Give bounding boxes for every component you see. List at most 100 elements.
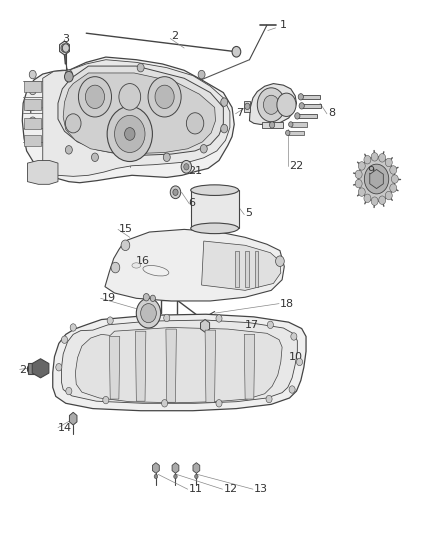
Circle shape [297,358,303,366]
Circle shape [198,70,205,79]
Circle shape [298,94,304,100]
Circle shape [355,170,362,179]
Circle shape [173,189,178,196]
Polygon shape [75,327,282,403]
Text: 8: 8 [328,108,335,118]
Text: 12: 12 [223,484,237,494]
Ellipse shape [191,223,239,233]
Circle shape [371,197,378,205]
Text: 17: 17 [245,320,259,330]
Circle shape [379,154,386,162]
Circle shape [266,395,272,403]
Text: 18: 18 [280,298,294,309]
Circle shape [107,107,152,161]
Polygon shape [297,114,317,118]
Circle shape [136,298,161,328]
Circle shape [269,122,275,128]
Polygon shape [261,122,283,127]
Polygon shape [58,66,223,155]
Circle shape [62,44,69,52]
Ellipse shape [143,265,169,276]
Text: 14: 14 [58,423,72,433]
Polygon shape [370,169,383,189]
Circle shape [111,262,120,273]
Circle shape [355,180,362,188]
Circle shape [364,156,371,164]
Circle shape [364,194,371,203]
Text: 16: 16 [136,256,150,266]
Polygon shape [244,334,254,399]
Polygon shape [28,363,41,374]
Circle shape [54,108,60,114]
Text: 4: 4 [25,105,32,115]
Circle shape [137,63,144,72]
Circle shape [358,161,365,170]
Circle shape [391,175,398,183]
Circle shape [200,144,207,153]
Polygon shape [250,84,297,124]
Text: 10: 10 [289,352,303,361]
Circle shape [29,70,36,79]
Polygon shape [60,41,69,55]
Circle shape [385,158,392,167]
Circle shape [277,93,296,116]
Circle shape [121,240,130,251]
Circle shape [364,164,389,194]
Text: 15: 15 [119,224,133,235]
Circle shape [92,153,99,161]
Polygon shape [32,359,49,378]
Polygon shape [201,241,281,290]
Polygon shape [24,100,42,110]
Ellipse shape [191,185,239,196]
Polygon shape [172,463,179,473]
Polygon shape [24,81,42,92]
Text: 3: 3 [62,34,69,44]
Circle shape [70,324,76,331]
Circle shape [174,474,177,479]
Polygon shape [301,95,321,99]
Circle shape [148,77,181,117]
Circle shape [85,85,105,109]
Polygon shape [28,160,58,184]
Polygon shape [201,319,210,332]
Polygon shape [70,413,77,425]
Circle shape [29,102,36,111]
Circle shape [143,294,149,301]
Circle shape [371,152,378,161]
Circle shape [385,191,392,200]
Polygon shape [22,57,234,183]
Circle shape [64,71,73,82]
Circle shape [267,321,273,328]
Polygon shape [302,104,321,108]
Circle shape [379,196,386,205]
Circle shape [216,400,222,407]
Circle shape [65,114,81,133]
Circle shape [390,166,397,174]
Circle shape [186,113,204,134]
Polygon shape [24,118,42,128]
Circle shape [61,336,67,343]
Circle shape [221,124,228,133]
Circle shape [390,184,397,192]
Polygon shape [245,251,249,287]
Circle shape [299,103,304,109]
Circle shape [150,295,155,302]
Circle shape [141,304,156,322]
Circle shape [184,164,189,170]
Circle shape [61,44,68,52]
Circle shape [124,127,135,140]
Circle shape [232,46,241,57]
Polygon shape [53,314,306,411]
Polygon shape [244,101,251,112]
Polygon shape [24,135,42,146]
Circle shape [29,86,36,95]
Polygon shape [63,73,215,154]
Circle shape [103,397,109,404]
Text: 7: 7 [237,108,244,118]
Circle shape [371,173,382,185]
Circle shape [154,474,158,479]
Circle shape [295,113,300,119]
Circle shape [65,70,72,78]
Polygon shape [288,131,304,135]
Circle shape [289,122,293,127]
